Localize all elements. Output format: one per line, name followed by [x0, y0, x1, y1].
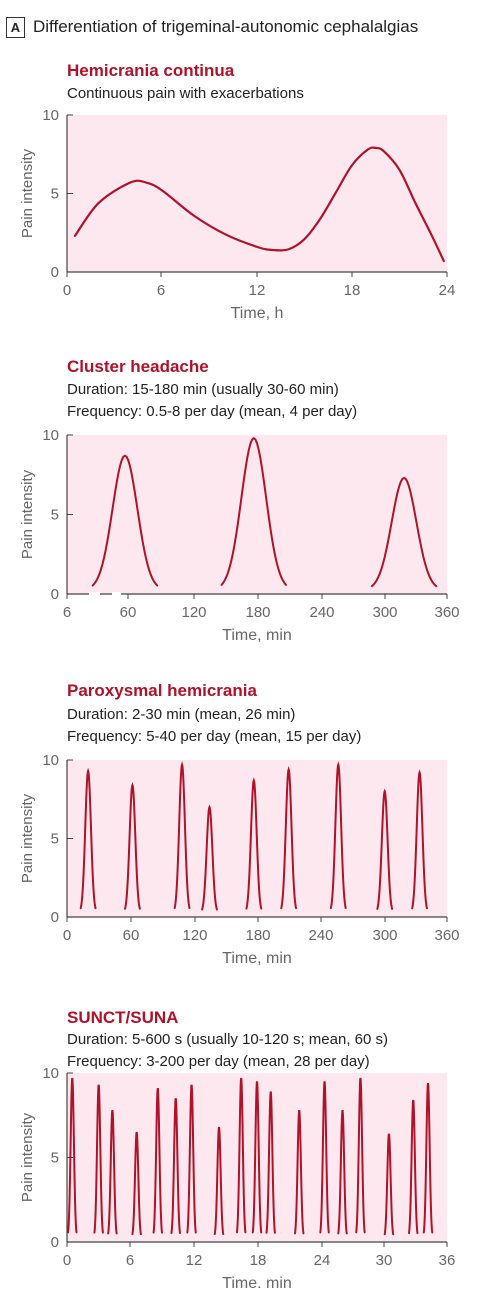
y-tick-label: 0 — [51, 264, 59, 281]
y-axis-label: Pain intensity — [19, 148, 36, 238]
peak-line-4 — [131, 1131, 142, 1236]
x-tick-label: 0 — [63, 927, 71, 944]
x-tick-label: 18 — [250, 1252, 267, 1269]
chart-title-paroxysmal-hemicrania: Paroxysmal hemicrania — [67, 681, 257, 700]
chart-cluster-headache: 0 5 10 6 60 120 180 240 300 360 Time, min Pain inte… — [19, 427, 460, 644]
peak-line-8 — [376, 788, 394, 910]
x-tick-label: 60 — [120, 604, 137, 621]
y-tick-label: 0 — [51, 1234, 59, 1251]
y-tick-label: 5 — [51, 831, 59, 848]
axis-break-0 — [89, 592, 100, 596]
peak-line-18 — [422, 1082, 434, 1234]
chart-subtitle-paroxysmal-hemicrania-frequency: Frequency: 5-40 per day (mean, 15 per da… — [67, 728, 362, 745]
chart-title-sunct-suna: SUNCT/SUNA — [67, 1008, 179, 1027]
peak-line-6 — [170, 1098, 181, 1235]
chart-paroxysmal-hemicrania: 0 5 10 0 60 120 180 240 300 360 Time, min Pain inte… — [19, 752, 460, 967]
y-tick-label: 10 — [42, 752, 59, 769]
x-tick-label: 180 — [245, 927, 270, 944]
y-tick-label: 5 — [51, 186, 59, 203]
x-tick-label: 0 — [63, 282, 71, 299]
peak-line-7 — [186, 1084, 197, 1234]
peak-line-3 — [173, 761, 191, 910]
x-tick-label: 6 — [126, 1252, 134, 1269]
peak-line-9 — [411, 769, 428, 910]
x-tick-label: 240 — [308, 927, 333, 944]
peak-line-2 — [93, 1084, 104, 1234]
chart-subtitle-paroxysmal-hemicrania-duration: Duration: 2-30 min (mean, 26 min) — [67, 706, 296, 723]
y-axis-label: Pain intensity — [19, 1112, 36, 1202]
peak-line-5 — [245, 777, 263, 910]
y-tick-label: 10 — [42, 107, 59, 124]
x-axis-label: Time, min — [222, 1275, 292, 1288]
peak-line-2 — [124, 782, 141, 910]
x-tick-label: 24 — [314, 1252, 331, 1269]
y-axis-label: Pain intensity — [19, 469, 36, 559]
x-tick-label: 18 — [344, 282, 361, 299]
peak-line-2 — [220, 436, 287, 586]
x-tick-label: 0 — [63, 1252, 71, 1269]
peak-line-1 — [67, 1077, 78, 1234]
x-axis-label: Time, min — [222, 627, 292, 644]
y-tick-label: 10 — [42, 427, 59, 444]
x-tick-label: 300 — [372, 604, 397, 621]
peak-line-9 — [235, 1077, 247, 1234]
peak-line-16 — [383, 1133, 395, 1236]
x-tick-label: 120 — [181, 604, 206, 621]
x-tick-label: 6 — [157, 282, 165, 299]
peak-line-4 — [201, 804, 218, 911]
figure-title: Differentiation of trigeminal-autonomic … — [33, 17, 419, 36]
peak-line-13 — [319, 1081, 330, 1234]
peak-line-1 — [91, 454, 159, 587]
plot-background — [67, 115, 447, 272]
peak-line-1 — [79, 767, 97, 910]
chart-hemicrania-continua: 0 5 10 0 6 12 18 24 Time, h Pain intensity — [19, 107, 456, 322]
peak-line-15 — [355, 1077, 366, 1234]
x-axis-label: Time, h — [231, 305, 284, 322]
series-line — [73, 146, 445, 263]
peak-line-11 — [265, 1091, 276, 1234]
x-tick-label: 120 — [182, 927, 207, 944]
peak-line-6 — [280, 766, 298, 910]
x-tick-label: 6 — [63, 604, 71, 621]
peak-line-10 — [251, 1081, 263, 1234]
y-tick-label: 5 — [51, 507, 59, 524]
peak-line-14 — [337, 1109, 348, 1235]
axis-break-1 — [112, 592, 121, 596]
chart-subtitle-cluster-headache-duration: Duration: 15-180 min (usually 30-60 min) — [67, 381, 339, 398]
y-tick-label: 5 — [51, 1150, 59, 1167]
chart-subtitle-cluster-headache-frequency: Frequency: 0.5-8 per day (mean, 4 per da… — [67, 403, 358, 420]
peak-line-5 — [152, 1088, 163, 1234]
x-tick-label: 36 — [439, 1252, 456, 1269]
chart-subtitle-hemicrania-continua: Continuous pain with exacerbations — [67, 85, 304, 102]
panel-label: A — [6, 16, 25, 38]
x-tick-label: 180 — [245, 604, 270, 621]
x-tick-label: 24 — [439, 282, 456, 299]
figure-header: A Differentiation of trigeminal-autonomi… — [6, 15, 418, 39]
peak-line-12 — [294, 1109, 305, 1235]
y-tick-label: 10 — [42, 1065, 59, 1082]
peak-line-8 — [213, 1126, 225, 1236]
x-tick-label: 30 — [376, 1252, 393, 1269]
x-tick-label: 240 — [309, 604, 334, 621]
chart-title-hemicrania-continua: Hemicrania continua — [67, 61, 235, 80]
plot-background — [67, 435, 447, 594]
peak-line-3 — [107, 1109, 118, 1235]
chart-title-cluster-headache: Cluster headache — [67, 357, 209, 376]
x-tick-label: 60 — [123, 927, 140, 944]
x-axis-label: Time, min — [222, 950, 292, 967]
peak-line-3 — [370, 476, 438, 588]
x-tick-label: 300 — [372, 927, 397, 944]
x-tick-label: 360 — [434, 927, 459, 944]
peak-line-7 — [329, 761, 347, 910]
y-tick-label: 0 — [51, 909, 59, 926]
chart-sunct-suna: 0 5 10 0 6 12 18 24 30 36 Time, min Pain intensity — [19, 1065, 456, 1288]
peak-line-17 — [408, 1099, 419, 1235]
y-axis-label: Pain intensity — [19, 793, 36, 883]
y-tick-label: 0 — [51, 586, 59, 603]
chart-subtitle-sunct-suna-frequency: Frequency: 3-200 per day (mean, 28 per d… — [67, 1053, 370, 1070]
x-tick-label: 12 — [249, 282, 266, 299]
x-tick-label: 360 — [434, 604, 459, 621]
chart-subtitle-sunct-suna-duration: Duration: 5-600 s (usually 10-120 s; mea… — [67, 1031, 388, 1048]
x-tick-label: 12 — [186, 1252, 203, 1269]
